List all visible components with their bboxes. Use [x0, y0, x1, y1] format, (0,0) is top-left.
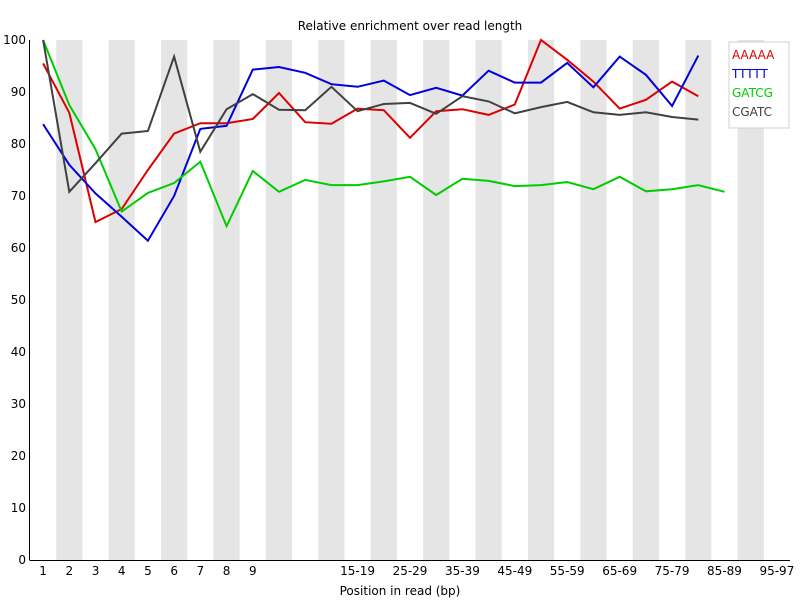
y-tick-label: 80: [11, 137, 26, 151]
x-tick-label: 3: [92, 564, 100, 578]
grid-band: [265, 40, 293, 560]
series-line-gatcg: [42, 39, 725, 229]
grid-band: [527, 40, 555, 560]
grid-band: [685, 40, 712, 560]
x-tick-label: 7: [197, 564, 205, 578]
grid-band: [108, 40, 135, 560]
legend-entry: GATCG: [732, 86, 773, 100]
x-tick-label: 65-69: [602, 564, 637, 578]
series-line-cgatc: [42, 39, 699, 194]
legend-entry: AAAAA: [732, 48, 775, 62]
y-tick-label: 90: [11, 85, 26, 99]
grid-band: [423, 40, 450, 560]
x-tick-label: 35-39: [445, 564, 480, 578]
y-tick-labels: 0 10 20 30 40 50 60 70 80 90 100: [3, 33, 26, 567]
grid-band: [318, 40, 345, 560]
x-tick-label: 45-49: [497, 564, 532, 578]
grid-band: [580, 40, 607, 560]
grid-band: [632, 40, 659, 560]
series-line-aaaaa: [42, 38, 699, 224]
grid-band: [161, 40, 188, 560]
x-tick-label: 75-79: [655, 564, 690, 578]
grid-band: [213, 40, 240, 560]
x-tick-label: 6: [170, 564, 178, 578]
y-tick-label: 60: [11, 241, 26, 255]
x-tick-labels: 1 2 3 4 5 6 7 8 9 15-19 25-29 35-39 45-49 55-59 65-69 7…: [39, 564, 794, 578]
legend-entry: CGATC: [732, 105, 772, 119]
x-tick-label: 2: [65, 564, 73, 578]
grid-band: [475, 40, 502, 560]
x-tick-label: 25-29: [393, 564, 428, 578]
y-tick-label: 40: [11, 345, 26, 359]
series-line-ttttt: [42, 55, 700, 243]
x-tick-label: 15-19: [340, 564, 375, 578]
y-tick-label: 70: [11, 189, 26, 203]
series-lines: [42, 38, 725, 243]
grid-bands: [56, 40, 764, 560]
x-tick-label: 9: [249, 564, 257, 578]
legend: AAAAA TTTTT GATCG CGATC: [728, 41, 790, 129]
chart-title: Relative enrichment over read length: [298, 19, 523, 33]
y-tick-label: 20: [11, 449, 26, 463]
y-tick-label: 50: [11, 293, 26, 307]
grid-band: [56, 40, 83, 560]
axes: [29, 40, 790, 561]
y-tick-label: 100: [3, 33, 26, 47]
x-tick-label: 1: [39, 564, 47, 578]
legend-entry: TTTTT: [731, 67, 768, 81]
y-tick-label: 0: [18, 553, 26, 567]
legend-box: [728, 41, 790, 129]
y-tick-label: 10: [11, 501, 26, 515]
y-tick-label: 30: [11, 397, 26, 411]
x-tick-label: 5: [144, 564, 152, 578]
x-tick-label: 4: [118, 564, 126, 578]
grid-band: [370, 40, 397, 560]
x-tick-label: 85-89: [707, 564, 742, 578]
x-tick-label: 55-59: [550, 564, 585, 578]
x-tick-label: 8: [223, 564, 231, 578]
x-tick-label: 95-97: [759, 564, 794, 578]
x-axis-label: Position in read (bp): [340, 584, 461, 598]
